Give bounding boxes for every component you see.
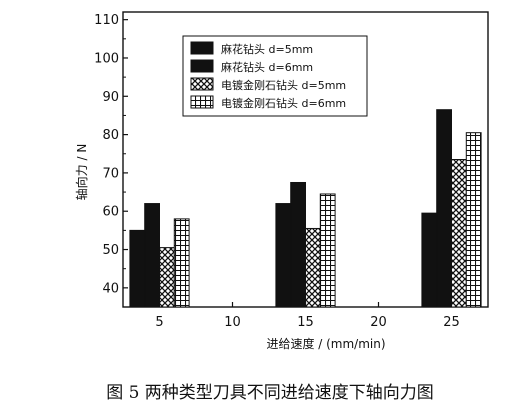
bar (421, 212, 438, 308)
bar (290, 181, 307, 308)
y-axis-label: 轴向力 / N (74, 144, 89, 201)
bar (173, 218, 190, 308)
legend-label: 电镀金刚石钻头 d=5mm (221, 78, 346, 92)
legend-swatch (190, 59, 214, 73)
y-axis: 40 50 60 70 80 90 100 110 (94, 13, 128, 296)
figure-caption: 图 5 两种类型刀具不同进给速度下轴向力图 (106, 383, 434, 403)
x-tick-label: 10 (224, 315, 241, 330)
bar (465, 132, 482, 308)
bars-group (129, 109, 482, 308)
y-tick-label: 80 (102, 128, 119, 143)
legend: 麻花钻头 d=5mm 麻花钻头 d=6mm 电镀金刚石钻头 d=5mm 电镀金刚石钻头… (182, 35, 368, 117)
legend-swatch (190, 77, 214, 91)
bar (275, 203, 292, 308)
x-axis: 5 10 15 20 25 (155, 302, 460, 330)
y-tick-label: 100 (94, 51, 119, 66)
y-tick-label: 50 (102, 243, 119, 258)
x-tick-label: 15 (297, 315, 314, 330)
legend-box (182, 35, 368, 117)
legend-swatch (190, 95, 214, 109)
bar (144, 203, 160, 308)
bar (129, 229, 146, 308)
x-tick-label: 20 (370, 315, 387, 330)
y-tick-label: 40 (102, 281, 119, 296)
y-tick-label: 70 (102, 166, 119, 181)
bar (436, 109, 453, 308)
legend-label: 麻花钻头 d=5mm (221, 42, 313, 56)
legend-label: 电镀金刚石钻头 d=6mm (221, 96, 346, 110)
y-tick-label: 60 (102, 205, 119, 220)
bar (451, 159, 467, 308)
legend-swatch (190, 41, 214, 55)
x-tick-label: 5 (155, 315, 163, 330)
legend-label: 麻花钻头 d=6mm (221, 60, 313, 74)
x-axis-label: 进给速度 / (mm/min) (266, 336, 385, 351)
y-tick-label: 110 (94, 13, 119, 28)
bar (319, 193, 336, 308)
bar (305, 227, 321, 308)
bar (159, 247, 175, 308)
x-tick-label: 25 (443, 315, 460, 330)
y-tick-label: 90 (102, 90, 119, 105)
